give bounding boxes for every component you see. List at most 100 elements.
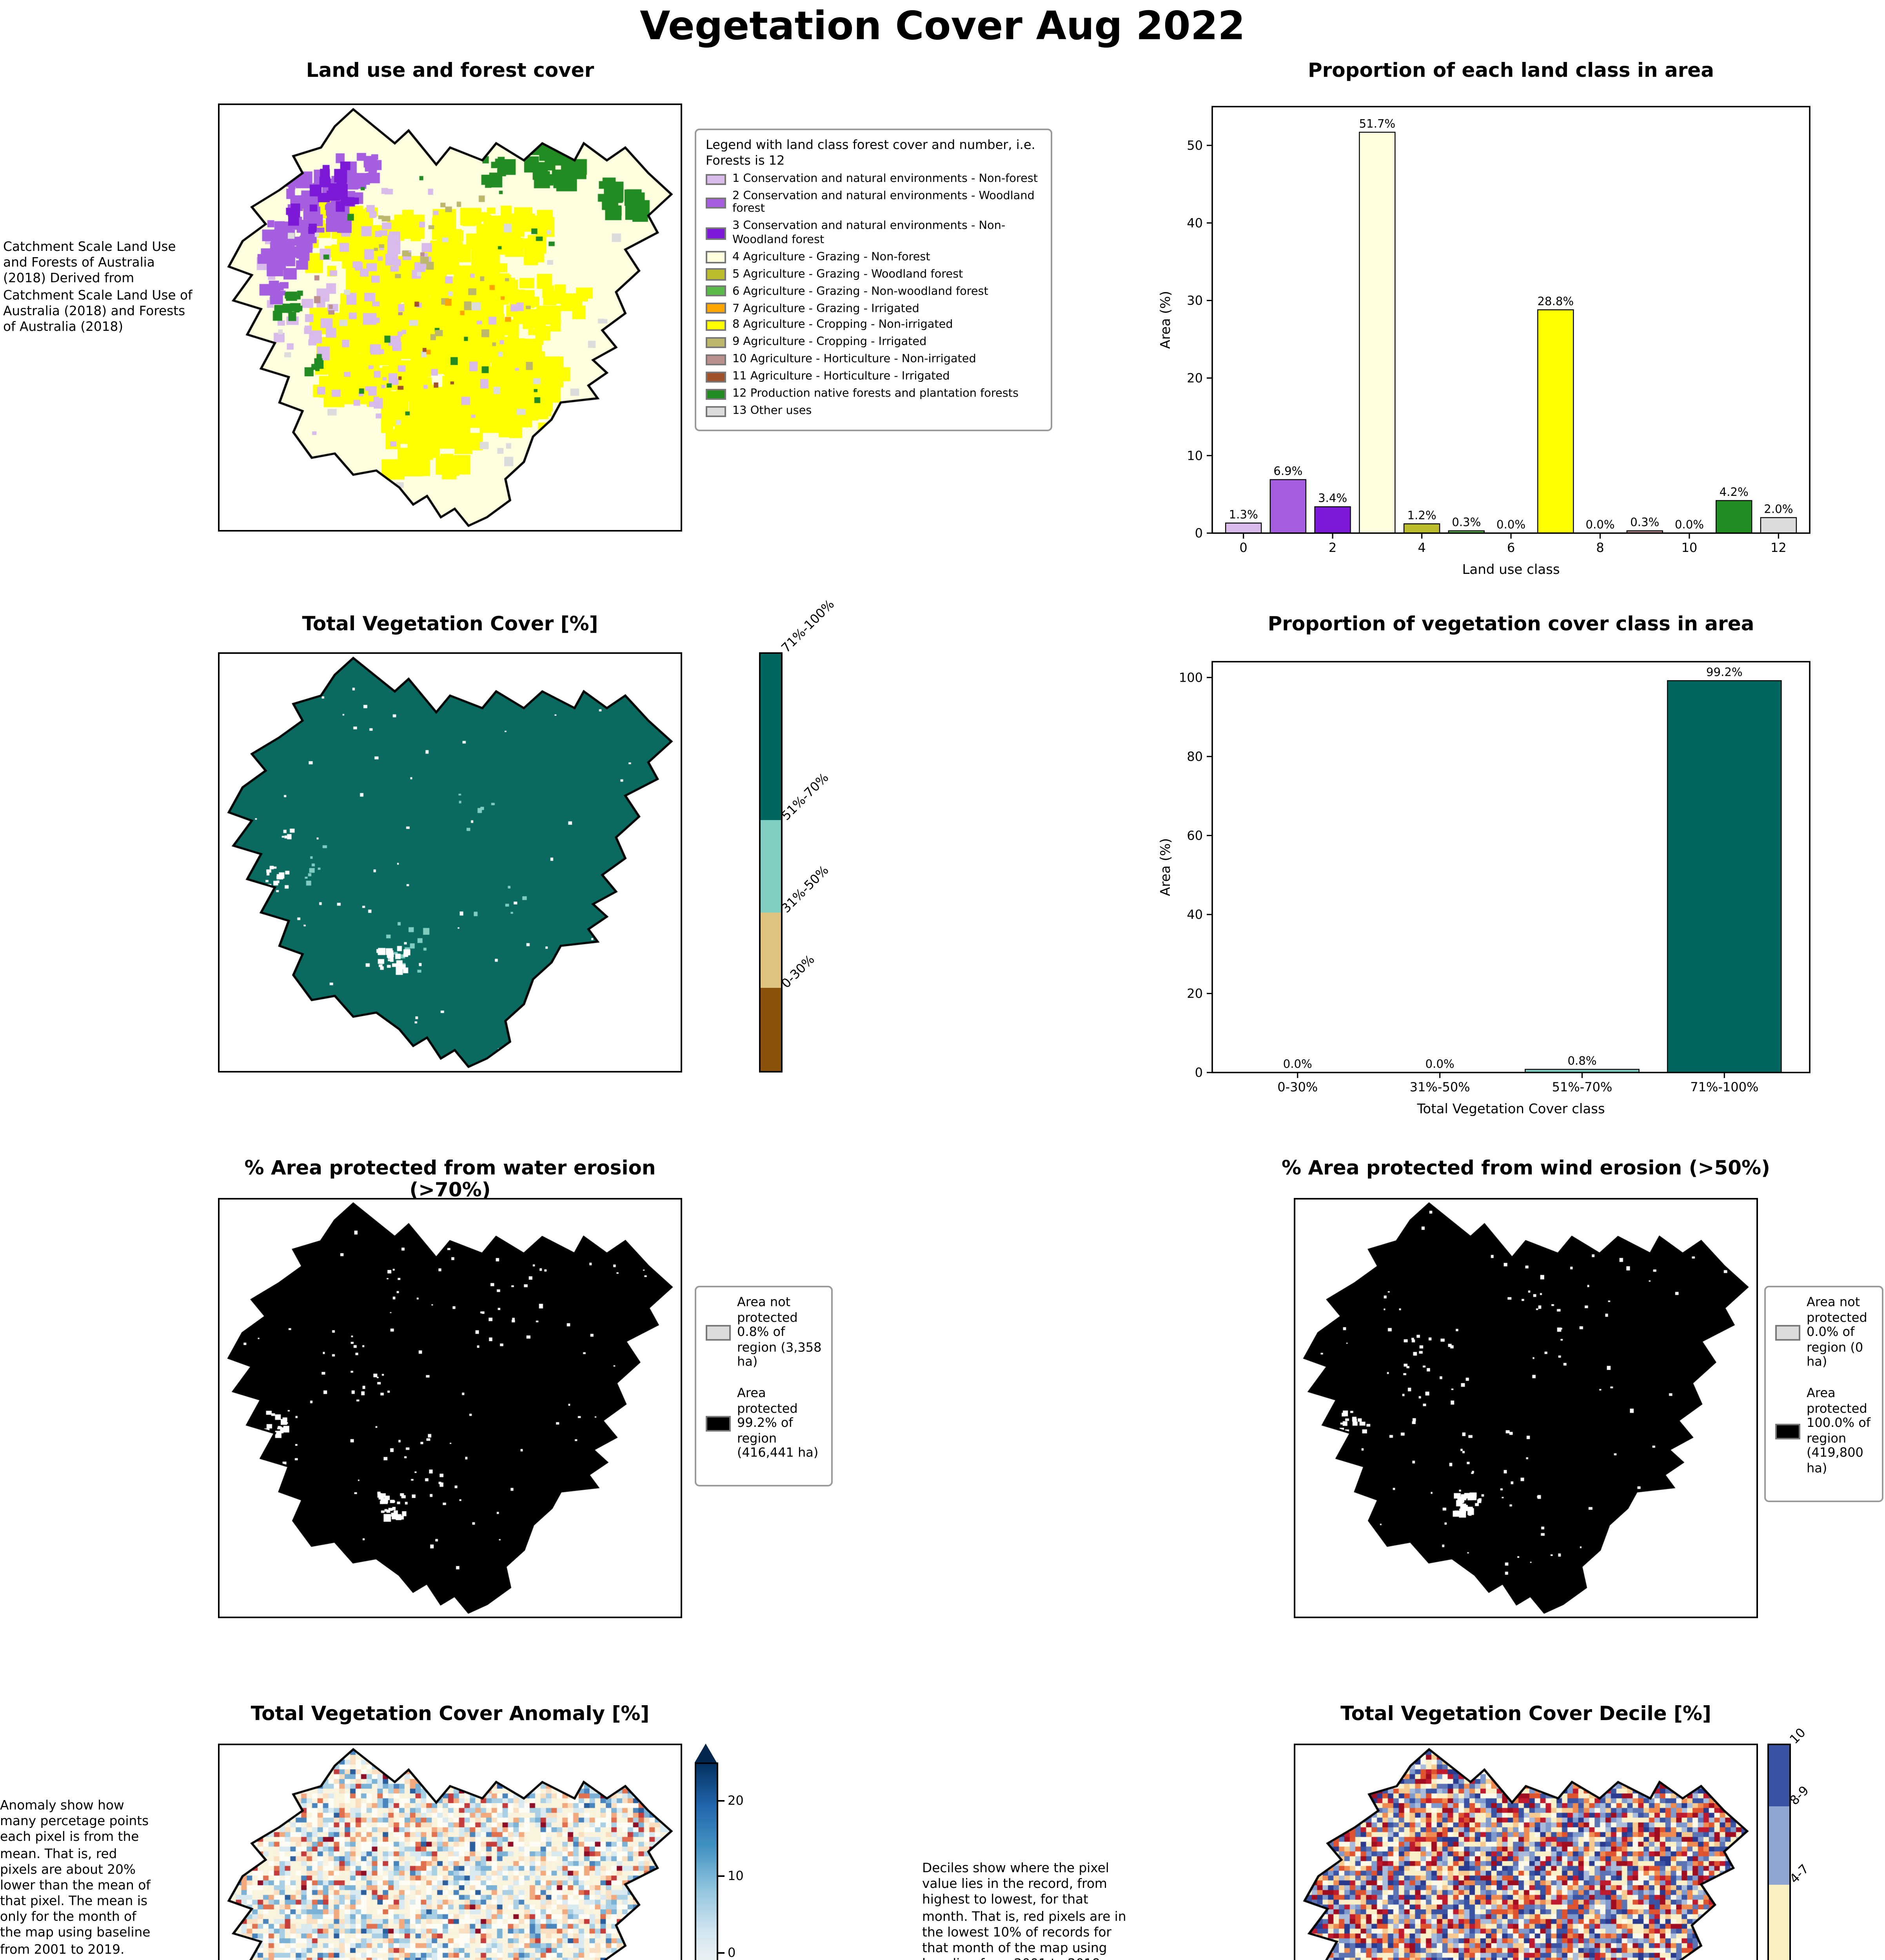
legend-item: 7 Agriculture - Grazing - Irrigated xyxy=(706,300,1041,315)
y-tick-label: 20 xyxy=(1187,371,1203,386)
legend-swatch xyxy=(706,405,726,417)
decile-colorbar-body xyxy=(1767,1744,1791,1960)
x-axis-label: Land use class xyxy=(1462,562,1560,577)
legend-label: 7 Agriculture - Grazing - Irrigated xyxy=(732,300,919,314)
decile-side-note: Deciles show where the pixel value lies … xyxy=(922,1860,1126,1960)
colorbar-segment xyxy=(761,912,781,988)
y-tick-label: 10 xyxy=(1187,448,1203,463)
vegcover-colorbar: 71%-100% 51%-70% 31%-50% 0-30% xyxy=(759,597,837,1073)
x-tick-label: 71%-100% xyxy=(1690,1080,1758,1094)
bar-value-label: 0.0% xyxy=(1425,1057,1454,1071)
legend-swatch xyxy=(706,337,726,349)
legend-item: 6 Agriculture - Grazing - Non-woodland f… xyxy=(706,283,1041,298)
legend-swatch xyxy=(706,371,726,383)
legend-item: 9 Agriculture - Cropping - Irrigated xyxy=(706,334,1041,349)
legend-swatch xyxy=(706,302,726,314)
bar-value-label: 0.0% xyxy=(1496,518,1525,531)
bar xyxy=(1269,479,1307,534)
legend-item: 12 Production native forests and plantat… xyxy=(706,386,1041,401)
bar-value-label: 0.0% xyxy=(1283,1057,1312,1071)
wind-erosion-map xyxy=(1295,1200,1756,1617)
wind-erosion-legend-items: Area not protected 0.0% of region (0 ha)… xyxy=(1775,1295,1872,1476)
legend-swatch xyxy=(706,319,726,332)
y-tick-label: 20 xyxy=(1187,986,1203,1001)
decile-colorbar: 108-94-72-31 xyxy=(1767,1726,1812,1960)
legend-item: Area not protected 0.8% of region (3,358… xyxy=(706,1295,822,1370)
bar xyxy=(1225,523,1262,534)
legend-label: Area protected 99.2% of region (416,441 … xyxy=(737,1386,819,1461)
legend-label: 9 Agriculture - Cropping - Irrigated xyxy=(732,334,927,349)
legend-label: 2 Conservation and natural environments … xyxy=(732,188,1035,216)
legend-item: 4 Agriculture - Grazing - Non-forest xyxy=(706,249,1041,263)
colorbar-tick-label: 0 xyxy=(728,1945,736,1959)
legend-item: Area protected 100.0% of region (419,800… xyxy=(1775,1386,1872,1476)
y-tick-label: 40 xyxy=(1187,907,1203,922)
panel-title-wind-erosion: % Area protected from wind erosion (>50%… xyxy=(1281,1156,1770,1179)
legend-item: 3 Conservation and natural environments … xyxy=(706,219,1041,247)
anomaly-map-frame xyxy=(218,1744,682,1960)
decile-map xyxy=(1295,1745,1756,1960)
bar-value-label: 4.2% xyxy=(1720,485,1749,499)
y-axis-label: Area (%) xyxy=(1158,291,1173,349)
bar-value-label: 99.2% xyxy=(1706,665,1743,679)
colorbar-segment xyxy=(761,654,781,821)
decile-map-frame xyxy=(1294,1744,1758,1960)
bar xyxy=(1667,680,1782,1073)
bar-value-label: 0.8% xyxy=(1567,1054,1596,1067)
x-tick-label: 0-30% xyxy=(1277,1080,1318,1094)
water-erosion-map xyxy=(220,1200,681,1617)
legend-swatch xyxy=(706,1325,731,1341)
bar xyxy=(1359,132,1396,534)
anomaly-colorbar-gradient xyxy=(695,1762,718,1960)
legend-swatch xyxy=(1775,1325,1800,1341)
bar-value-label: 6.9% xyxy=(1273,465,1302,478)
legend-label: 13 Other uses xyxy=(732,403,812,417)
legend-item: 1 Conservation and natural environments … xyxy=(706,171,1041,186)
x-tick-label: 8 xyxy=(1596,540,1604,555)
legend-swatch xyxy=(706,173,726,185)
bar xyxy=(1537,309,1574,534)
colorbar-segment xyxy=(1769,1884,1789,1960)
legend-label: 8 Agriculture - Cropping - Non-irrigated xyxy=(732,317,953,332)
landuse-side-note: Catchment Scale Land Use and Forests of … xyxy=(3,238,192,334)
legend-item: 5 Agriculture - Grazing - Woodland fores… xyxy=(706,266,1041,281)
x-tick-label: 10 xyxy=(1682,540,1698,555)
anomaly-colorbar-extend-top xyxy=(695,1744,717,1762)
bar xyxy=(1403,523,1440,534)
legend-swatch xyxy=(1775,1423,1800,1439)
page-title: Vegetation Cover Aug 2022 xyxy=(640,3,1245,49)
vegcover-map xyxy=(220,654,681,1071)
anomaly-map xyxy=(220,1745,681,1960)
panel-title-landclass-chart: Proportion of each land class in area xyxy=(1308,58,1714,82)
legend-label: 6 Agriculture - Grazing - Non-woodland f… xyxy=(732,283,988,298)
colorbar-label: 71%-100% xyxy=(779,597,837,655)
legend-item: 2 Conservation and natural environments … xyxy=(706,188,1041,216)
legend-item: 13 Other uses xyxy=(706,403,1041,418)
legend-label: 10 Agriculture - Horticulture - Non-irri… xyxy=(732,352,976,366)
legend-item: 10 Agriculture - Horticulture - Non-irri… xyxy=(706,352,1041,366)
colorbar-label: 51%-70% xyxy=(779,771,832,824)
colorbar-segment xyxy=(761,987,781,1071)
axes-frame xyxy=(1211,661,1811,1073)
vegcover-map-frame xyxy=(218,652,682,1073)
landuse-legend-items: 1 Conservation and natural environments … xyxy=(706,171,1041,418)
y-tick-label: 30 xyxy=(1187,293,1203,308)
y-tick-label: 40 xyxy=(1187,216,1203,230)
vegcover-colorbar-body xyxy=(759,652,783,1073)
legend-label: Area not protected 0.8% of region (3,358… xyxy=(737,1295,822,1370)
legend-label: 5 Agriculture - Grazing - Woodland fores… xyxy=(732,266,963,280)
colorbar-tick xyxy=(718,1799,724,1801)
y-tick-label: 80 xyxy=(1187,749,1203,764)
vegclass-chart-svg: 0.0% 0.0% 0.8% 99.2% 0 20 40 60 80 100 0-30% 31%-50… xyxy=(1158,661,1811,1117)
colorbar-label: 0-30% xyxy=(779,953,817,992)
legend-label: Area not protected 0.0% of region (0 ha) xyxy=(1807,1295,1867,1370)
bar-value-label: 0.0% xyxy=(1585,518,1614,531)
legend-item: Area protected 99.2% of region (416,441 … xyxy=(706,1386,822,1461)
bar-value-label: 0.0% xyxy=(1675,518,1704,531)
bar xyxy=(1760,517,1797,534)
legend-swatch xyxy=(706,354,726,366)
y-tick-label: 0 xyxy=(1195,526,1203,541)
panel-title-vegclass-chart: Proportion of vegetation cover class in … xyxy=(1268,612,1754,635)
x-tick-label: 2 xyxy=(1329,540,1337,555)
